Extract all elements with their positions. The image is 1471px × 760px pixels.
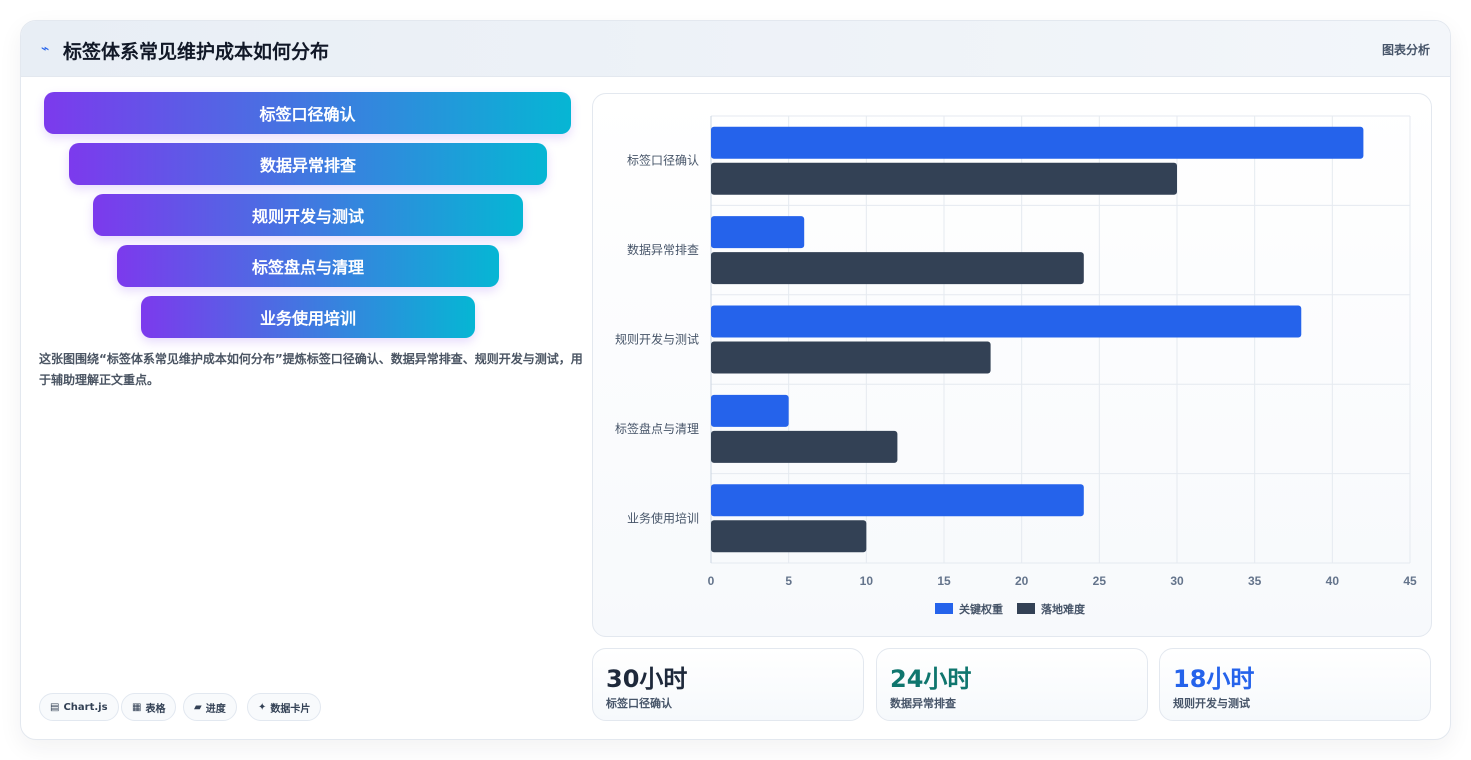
stat-value: 30小时 [606, 665, 688, 693]
funnel-item[interactable]: 标签盘点与清理 [117, 245, 499, 287]
bar [711, 341, 991, 374]
wave-icon: ⌁ [41, 41, 50, 57]
y-tick-label: 规则开发与测试 [615, 332, 699, 347]
x-tick-label: 5 [785, 574, 792, 588]
progress-icon: ▰ [194, 701, 202, 713]
y-tick-label: 标签盘点与清理 [615, 421, 699, 436]
legend-swatch [1017, 603, 1035, 614]
x-tick-label: 0 [708, 574, 715, 588]
bar [711, 430, 898, 463]
stat-label: 规则开发与测试 [1173, 697, 1250, 710]
x-tick-label: 45 [1403, 574, 1417, 588]
funnel-item[interactable]: 标签口径确认 [44, 92, 571, 134]
bar-chart: 0 5 10 15 20 25 30 35 40 45 标签口径确认数据异常排查规则开发与测试标签盘… [615, 115, 1417, 616]
bar [711, 484, 1084, 517]
stat-card: 18小时 规则开发与测试 [1159, 648, 1431, 721]
y-tick-label: 数据异常排查 [627, 242, 699, 257]
y-tick-label: 标签口径确认 [627, 153, 699, 168]
tag-label: 进度 [205, 703, 226, 715]
bar-chart-panel: 0 5 10 15 20 25 30 35 40 45 标签口径确认 数据异常排查规则开发与测试 标签盘… [592, 93, 1432, 637]
chart-analysis-link[interactable]: 图表分析 [1381, 43, 1430, 57]
tag-label: Chart.js [63, 701, 108, 713]
stat-label: 数据异常排查 [890, 697, 956, 710]
tag-table[interactable]: ▦ 表格 [121, 693, 177, 721]
chart-description: 这张图围绕“标签体系常见维护成本如何分布”提炼标签口径确认、数据异常排查、规则开… [39, 352, 583, 387]
funnel-item[interactable]: 数据异常排查 [69, 143, 547, 185]
funnel-item[interactable]: 业务使用培训 [141, 296, 475, 338]
stat-value: 18小时 [1173, 665, 1255, 693]
bar [711, 162, 1177, 195]
funnel-item[interactable]: 规则开发与测试 [93, 194, 523, 236]
page-title: 标签体系常见维护成本如何分布 [63, 41, 330, 63]
card-header: ⌁ 标签体系常见维护成本如何分布 图表分析 [21, 21, 1450, 77]
x-tick-label: 10 [860, 574, 874, 588]
y-tick-label: 业务使用培训 [627, 510, 699, 525]
tag-label: 表格 [145, 703, 166, 715]
bar [711, 305, 1302, 338]
chart-icon: ▤ [50, 701, 60, 713]
legend-label: 关键权重 [959, 602, 1003, 616]
x-tick-label: 35 [1248, 574, 1262, 588]
stat-card: 24小时 数据异常排查 [876, 648, 1148, 721]
stat-label: 标签口径确认 [606, 697, 672, 710]
x-tick-label: 25 [1093, 574, 1107, 588]
bar [711, 520, 867, 553]
bar [711, 252, 1084, 285]
bar [711, 394, 789, 427]
x-tick-label: 30 [1170, 574, 1184, 588]
tag-label: 数据卡片 [270, 703, 311, 715]
x-tick-label: 20 [1015, 574, 1029, 588]
legend-label: 落地难度 [1041, 602, 1086, 616]
stat-card: 30小时 标签口径确认 [592, 648, 864, 721]
stat-value: 24小时 [890, 665, 972, 693]
tag-data-card[interactable]: ✦ 数据卡片 [247, 693, 322, 721]
legend-swatch [935, 603, 953, 614]
bar [711, 126, 1364, 159]
bar [711, 216, 805, 249]
tag-progress[interactable]: ▰ 进度 [183, 693, 237, 721]
tag-chartjs[interactable]: ▤ Chart.js [39, 693, 119, 721]
main-card: ⌁ 标签体系常见维护成本如何分布 图表分析 标签口径确认 数据异常排查 规则开发… [20, 20, 1451, 740]
x-tick-label: 40 [1326, 574, 1340, 588]
sparkle-icon: ✦ [258, 701, 267, 713]
x-tick-label: 15 [937, 574, 951, 588]
table-icon: ▦ [132, 701, 142, 713]
